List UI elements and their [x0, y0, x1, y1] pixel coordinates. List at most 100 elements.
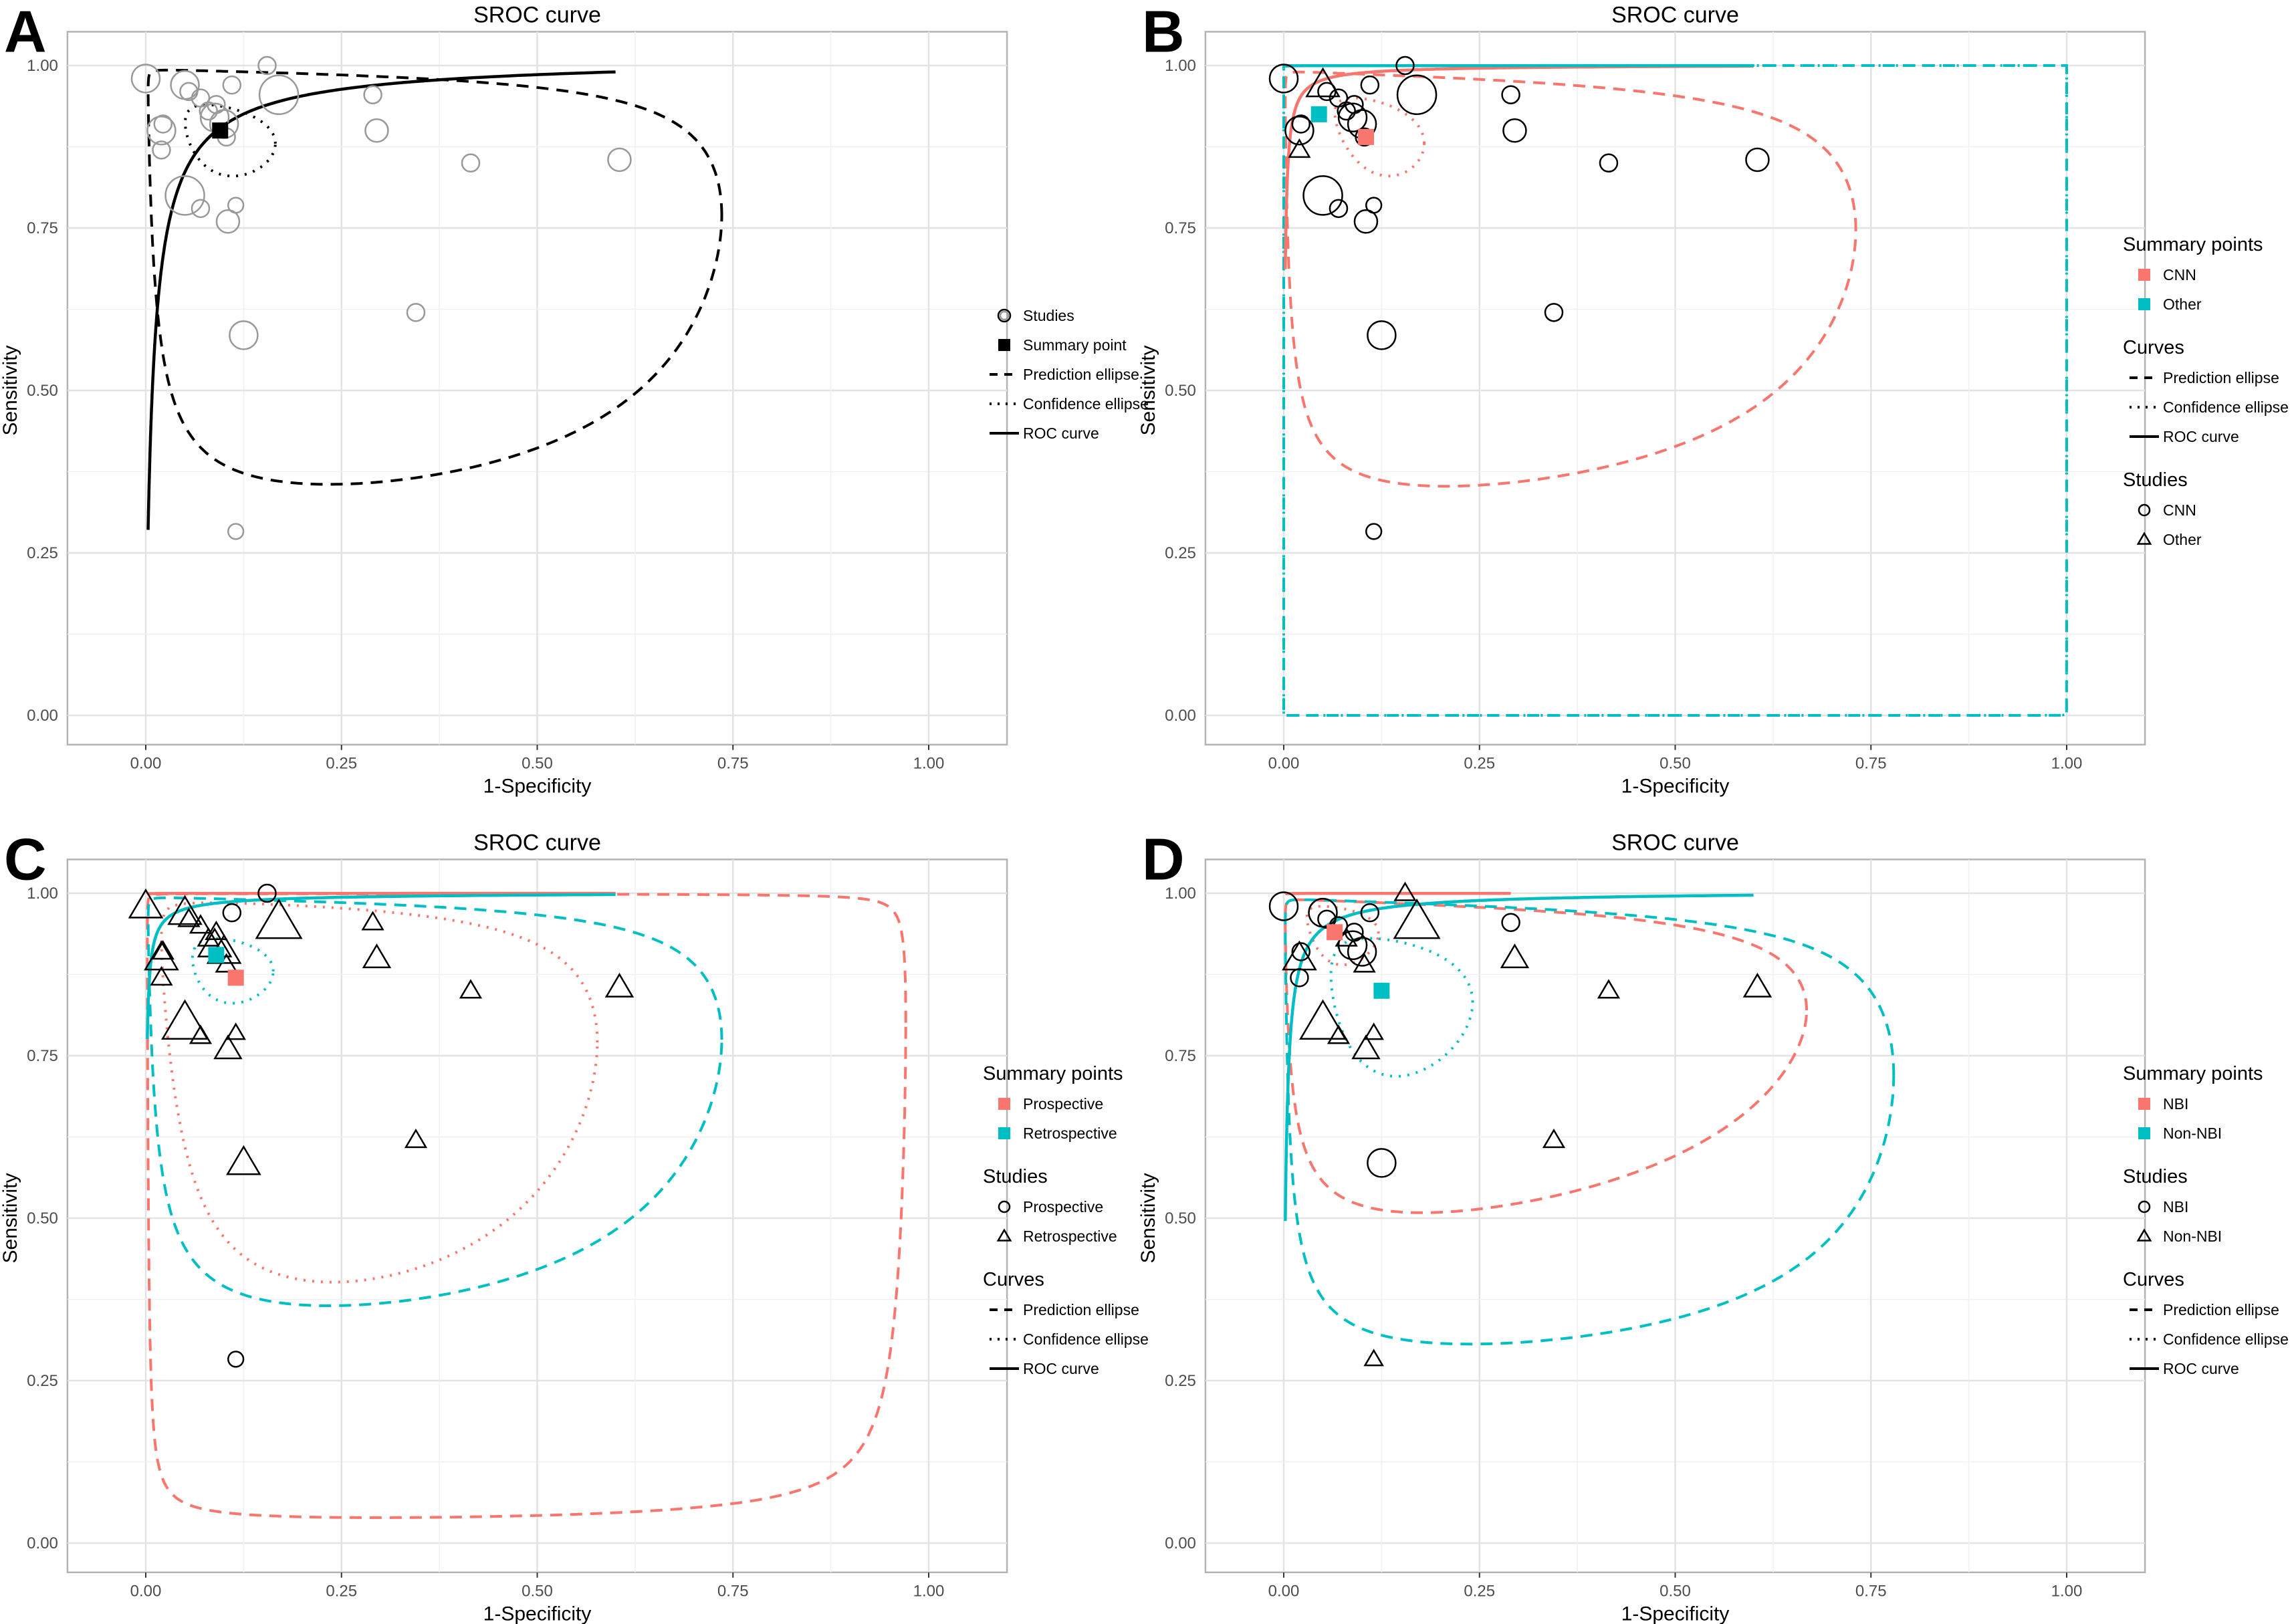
legend-label: Prediction ellipse [2163, 369, 2279, 386]
confidence-ellipse [1329, 937, 1474, 1078]
legend-title: Curves [2123, 337, 2184, 358]
study-point [1365, 523, 1383, 540]
legend-title: Summary points [2123, 234, 2263, 255]
study-point [1363, 1022, 1384, 1040]
study-point [1367, 320, 1397, 350]
study-point [1327, 1024, 1351, 1044]
legend-label: Other [2163, 531, 2202, 548]
chart-title: SROC curve [1611, 830, 1739, 855]
study-point [1353, 953, 1376, 973]
study-point [1353, 209, 1379, 234]
study-point [1393, 898, 1441, 939]
study-point [1317, 82, 1337, 102]
legend-key-circle-inner [999, 310, 1010, 321]
study-point [1360, 75, 1380, 95]
y-tick-label: 0.50 [27, 382, 58, 400]
legend-key-triangle [2136, 532, 2152, 545]
study-point [404, 1128, 428, 1149]
study-point [226, 1145, 261, 1175]
study-point [406, 303, 426, 322]
study-point [189, 914, 213, 934]
study-point [164, 175, 205, 216]
x-tick-label: 1.00 [2051, 755, 2083, 773]
y-tick-label: 0.50 [27, 1209, 58, 1228]
y-tick-label: 0.50 [1165, 1209, 1196, 1228]
plot-layer [128, 883, 907, 1519]
legend-label: Studies [1023, 307, 1074, 324]
y-axis-label: Sensitivity [0, 345, 21, 435]
y-tick-label: 1.00 [1165, 885, 1196, 903]
roc-curve [1284, 893, 1754, 1222]
y-tick-label: 0.25 [27, 544, 58, 562]
study-point [189, 1024, 213, 1044]
study-point [191, 199, 211, 219]
confidence-ellipse [160, 901, 599, 1284]
legend-title: Studies [2123, 1166, 2188, 1187]
study-point [130, 64, 161, 94]
y-tick-label: 0.50 [1165, 382, 1196, 400]
study-point [1360, 903, 1380, 923]
study-point [1268, 891, 1299, 921]
x-tick-label: 0.25 [1464, 755, 1495, 773]
study-point [215, 953, 238, 973]
study-point [1542, 1128, 1566, 1149]
x-tick-label: 0.50 [1659, 1583, 1691, 1601]
x-tick-label: 0.25 [326, 1583, 357, 1601]
roc-curve [1284, 64, 1754, 269]
legend-key-square [998, 339, 1010, 351]
study-point [1302, 175, 1343, 216]
x-axis-label: 1-Specificity [483, 776, 592, 798]
study-point [1329, 199, 1349, 219]
study-point [167, 895, 203, 925]
legend-key-circle [998, 1200, 1011, 1213]
legend-title: Curves [983, 1269, 1044, 1290]
legend-label: CNN [2163, 266, 2196, 283]
x-tick-label: 0.50 [1659, 755, 1691, 773]
legend-label: Prediction ellipse [2163, 1301, 2279, 1318]
study-point [1501, 913, 1520, 932]
study-point [222, 75, 242, 95]
legend-title: Studies [2123, 469, 2188, 491]
legend: Summary points NBI Non-NBI Studies NBI Non-NB… [2123, 1063, 2289, 1377]
panel-letter: B [1142, 0, 1185, 64]
chart-title: SROC curve [473, 830, 601, 855]
study-point [222, 903, 242, 923]
legend-label: Retrospective [1023, 1125, 1117, 1142]
legend-key-circle [2138, 1200, 2151, 1213]
y-tick-label: 0.00 [1165, 1534, 1196, 1552]
x-tick-label: 0.00 [130, 1583, 162, 1601]
study-point [1745, 147, 1770, 172]
y-axis-label: Sensitivity [1137, 1173, 1159, 1263]
study-point [179, 82, 199, 102]
legend-label: Confidence ellipse [1023, 1330, 1149, 1348]
study-point [1288, 138, 1311, 158]
y-tick-label: 1.00 [1165, 57, 1196, 75]
y-tick-label: 0.00 [27, 707, 58, 725]
legend-label: ROC curve [2163, 1360, 2239, 1377]
legend-label: Prospective [1023, 1198, 1103, 1215]
legend-label: Prospective [1023, 1095, 1103, 1113]
y-tick-label: 0.75 [1165, 219, 1196, 237]
summary-point [1357, 128, 1374, 145]
x-tick-label: 0.00 [1268, 755, 1300, 773]
x-tick-label: 0.00 [130, 755, 162, 773]
y-axis-label: Sensitivity [1137, 345, 1159, 435]
study-point [227, 1351, 245, 1368]
y-tick-label: 0.00 [27, 1534, 58, 1552]
legend-label: ROC curve [1023, 1360, 1099, 1377]
legend: Summary points CNN Other Curves Prediction e… [2123, 234, 2289, 548]
y-tick-label: 0.75 [27, 1047, 58, 1065]
legend-key-triangle [2136, 1228, 2152, 1242]
legend-key-square [2138, 1127, 2150, 1139]
plot-layer [130, 55, 723, 540]
panel-letter: C [4, 826, 47, 892]
x-tick-label: 1.00 [913, 755, 945, 773]
x-axis-label: 1-Specificity [483, 1603, 592, 1624]
prediction-ellipse [146, 896, 723, 1307]
study-point [258, 74, 300, 115]
y-axis-label: Sensitivity [0, 1173, 21, 1263]
study-point [604, 972, 635, 998]
study-point [1599, 153, 1619, 173]
legend-key-circle [2138, 503, 2151, 517]
